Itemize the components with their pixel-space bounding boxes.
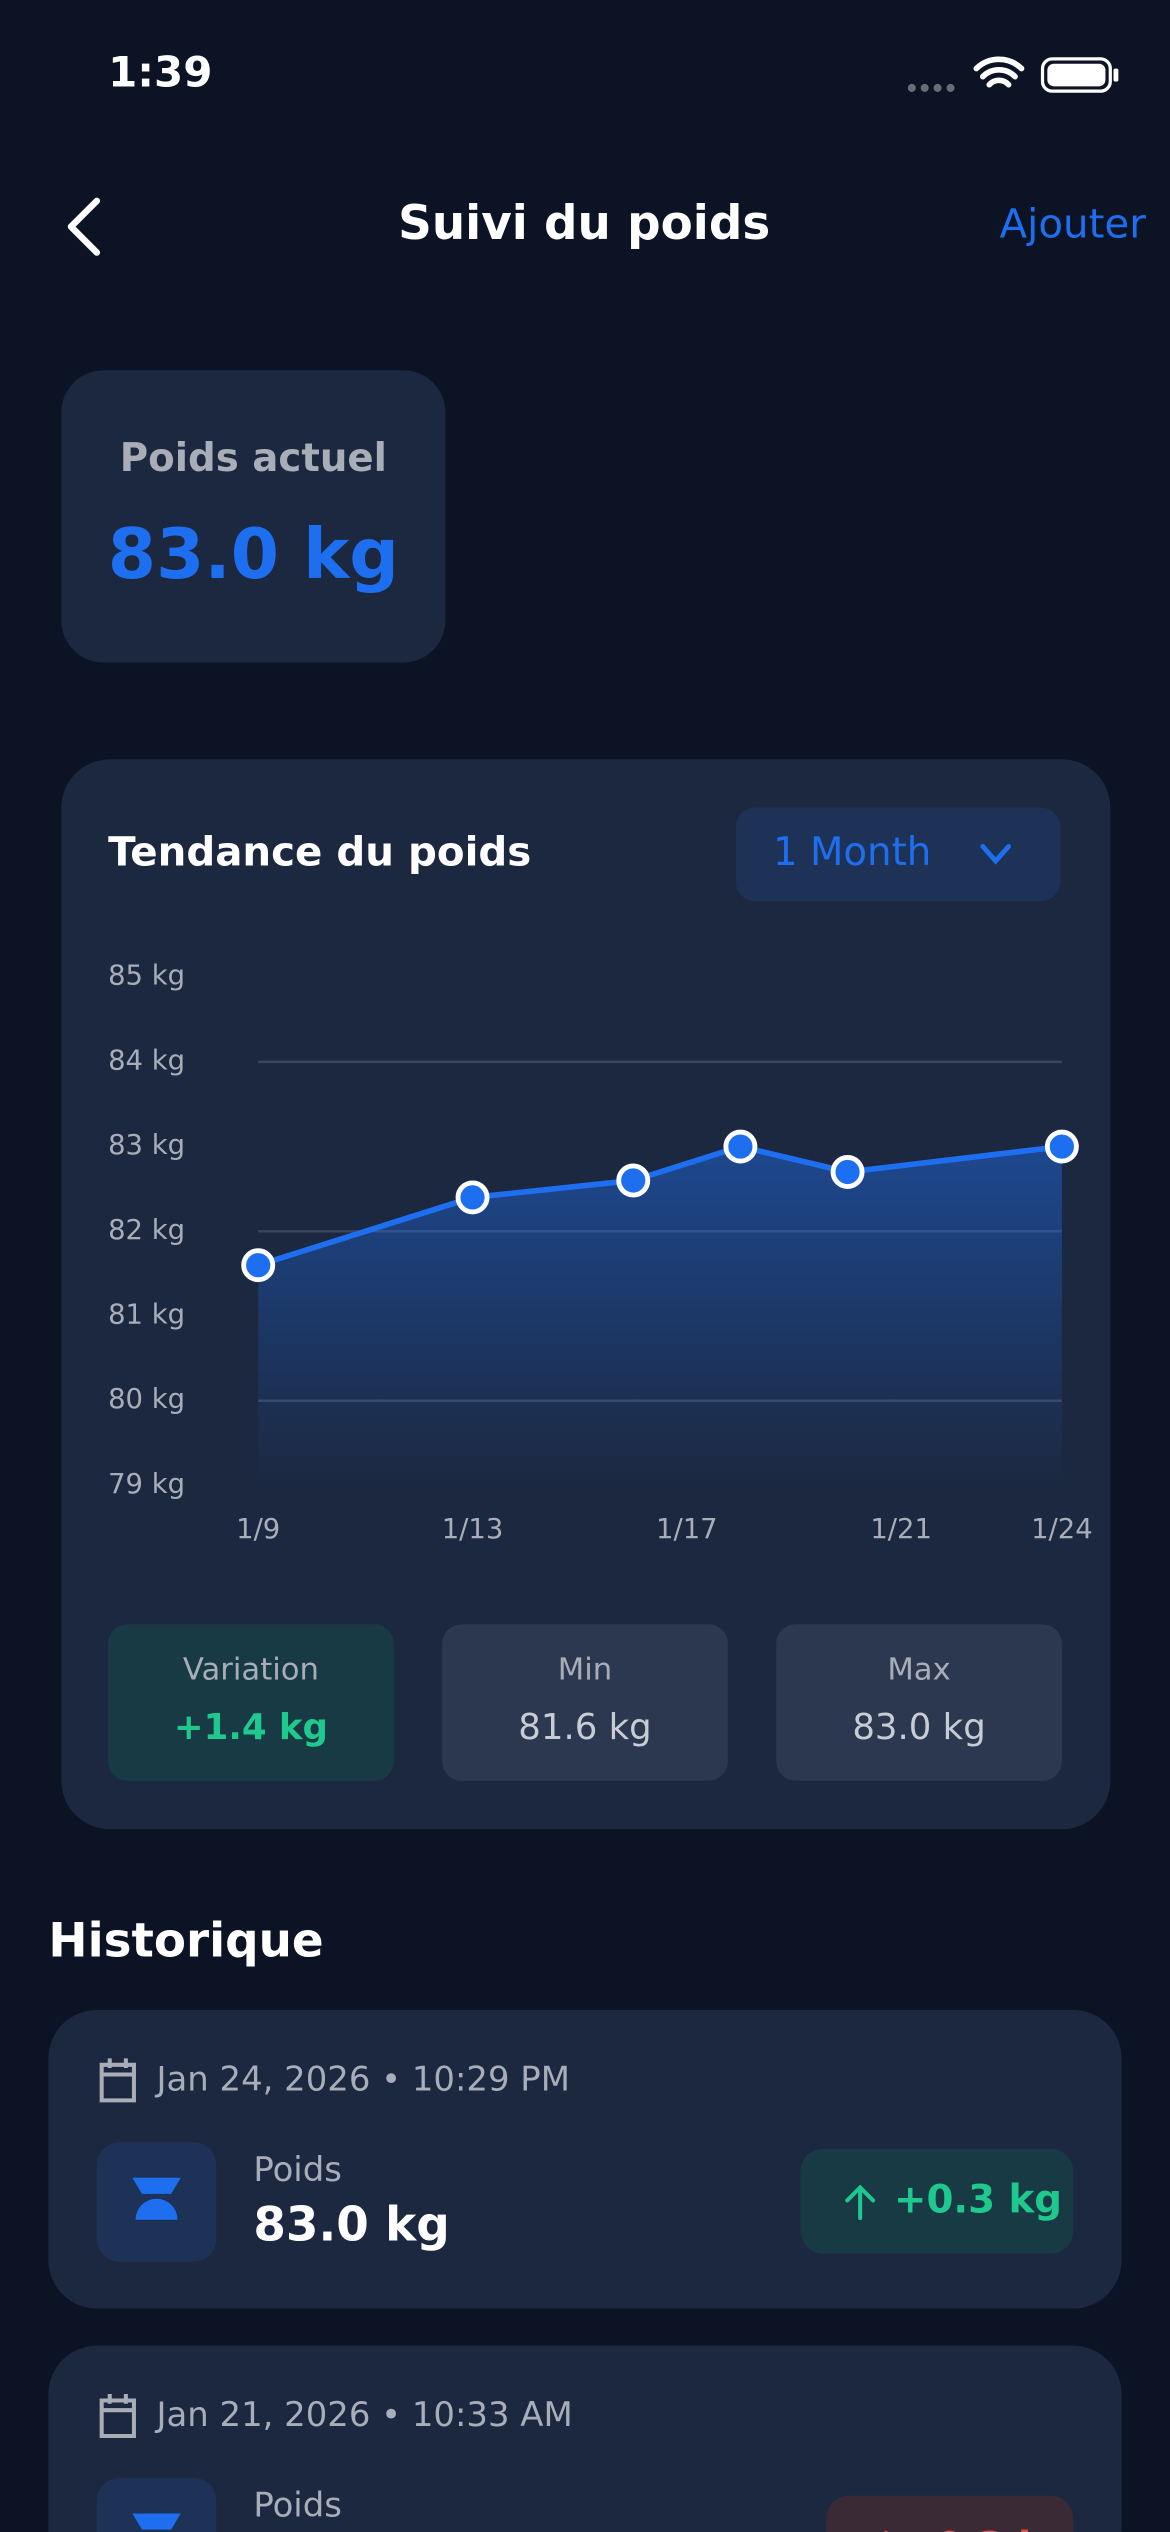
stat-box [776, 1624, 1062, 1781]
point [455, 1180, 490, 1215]
change-pill [800, 2148, 1074, 2254]
wifi-icon [973, 56, 1025, 88]
stat-label: Min [558, 1653, 612, 1688]
stat-value: +1.4 kg [174, 1707, 328, 1748]
line [257, 1143, 1063, 1268]
change-value: +0.3 kg [894, 2178, 1062, 2223]
period-label: 1 Month [773, 830, 931, 875]
y-tick-label: 83 kg [108, 1130, 185, 1161]
chart-title: Tendance du poids [108, 828, 531, 875]
back-button[interactable] [67, 197, 101, 256]
x-tick-label: 1/21 [870, 1514, 932, 1545]
stats: Variation +1.4 kg Min 81.6 kg Max 83.0 kg [108, 1624, 1062, 1781]
header-title: Suivi du poids [398, 197, 770, 251]
signal-icon [907, 83, 955, 92]
y-tick-label: 79 kg [108, 1469, 185, 1500]
status-time: 1:39 [108, 48, 212, 97]
add-button[interactable]: Ajouter [1000, 201, 1147, 248]
x-tick-label: 1/9 [236, 1514, 280, 1545]
x-tick-label: 1/13 [442, 1514, 504, 1545]
point [723, 1129, 758, 1164]
history-list: Jan 24, 2026 • 10:29 PM Poids 83.0 kg +0.3 … [48, 2009, 1122, 2532]
y-tick-label: 84 kg [108, 1045, 185, 1076]
scale-icon [132, 2513, 181, 2530]
scale-icon [132, 2177, 181, 2220]
stat-box [442, 1624, 728, 1781]
calendar-icon [99, 2394, 136, 2439]
entry-value: 83.0 kg [253, 2198, 449, 2252]
entry-date: Jan 24, 2026 • 10:29 PM [155, 2059, 570, 2098]
area [258, 1146, 1062, 1486]
change-arrow [845, 2184, 876, 2221]
plot: 85 kg 84 kg 83 kg 82 kg 81 kg 80 kg 79 kg 1/9 1/… [108, 961, 1093, 1546]
point [616, 1163, 651, 1198]
point [830, 1155, 865, 1189]
change-pill [826, 2495, 1074, 2532]
history-title: Historique [48, 1914, 323, 1968]
stat-label: Variation [183, 1653, 319, 1688]
y-tick-label: 82 kg [108, 1215, 185, 1246]
entry-label: Poids [253, 2150, 342, 2189]
entry-label: Poids [253, 2486, 342, 2525]
point [241, 1248, 276, 1283]
stat-box [108, 1624, 394, 1781]
point [1044, 1129, 1079, 1164]
scale-icon-box [96, 2477, 217, 2532]
period-dropdown[interactable] [735, 807, 1061, 902]
stat-value: 83.0 kg [852, 1707, 985, 1748]
y-tick-label: 85 kg [108, 961, 185, 992]
y-tick-label: 80 kg [108, 1384, 185, 1415]
dropdown-chevron [980, 843, 1012, 865]
battery-icon [1040, 57, 1119, 93]
current-label: Poids actuel [120, 436, 387, 481]
x-tick-label: 1/24 [1031, 1514, 1093, 1545]
x-tick-label: 1/17 [656, 1514, 718, 1545]
entry-date: Jan 21, 2026 • 10:33 AM [155, 2395, 573, 2434]
stat-label: Max [887, 1653, 950, 1688]
y-tick-label: 81 kg [108, 1300, 185, 1331]
stat-value: 81.6 kg [518, 1707, 651, 1748]
history-card[interactable] [48, 2345, 1122, 2532]
calendar-icon [99, 2058, 136, 2103]
change-value: -0.3 kg [920, 2524, 1072, 2532]
current-value: 83.0 kg [108, 515, 399, 595]
current-card [61, 370, 446, 663]
